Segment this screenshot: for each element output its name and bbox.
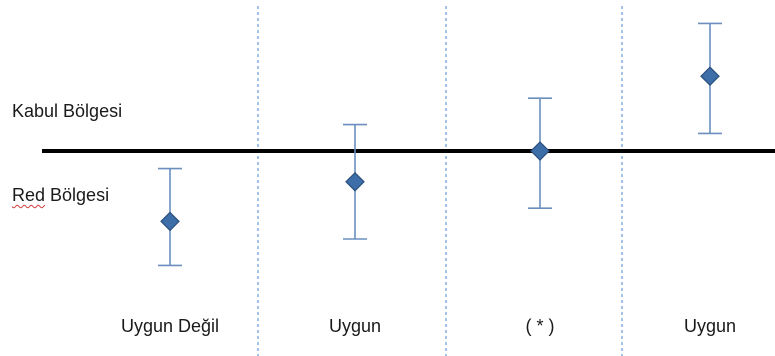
case-label-2: Uygun bbox=[328, 316, 382, 336]
estimate-4 bbox=[698, 22, 722, 135]
estimate-3 bbox=[528, 97, 552, 209]
estimate-marker bbox=[700, 66, 720, 87]
estimate-2 bbox=[343, 123, 367, 240]
case-label-4: Uygun bbox=[683, 316, 737, 336]
estimates-layer bbox=[158, 22, 722, 267]
estimate-marker bbox=[160, 211, 180, 232]
column-dividers bbox=[257, 6, 623, 356]
estimate-marker bbox=[345, 171, 365, 192]
accept-region-label: Kabul Bölgesi bbox=[12, 101, 123, 121]
case-label-1: Uygun Değil bbox=[120, 316, 220, 336]
estimate-marker bbox=[530, 141, 550, 161]
estimate-1 bbox=[158, 167, 182, 267]
reject-region-word-rest: Bölgesi bbox=[45, 185, 110, 205]
reject-region-word: Red bbox=[12, 185, 46, 205]
case-label-3: ( * ) bbox=[525, 316, 555, 336]
reject-region-label: Red Bölgesi bbox=[12, 185, 109, 206]
